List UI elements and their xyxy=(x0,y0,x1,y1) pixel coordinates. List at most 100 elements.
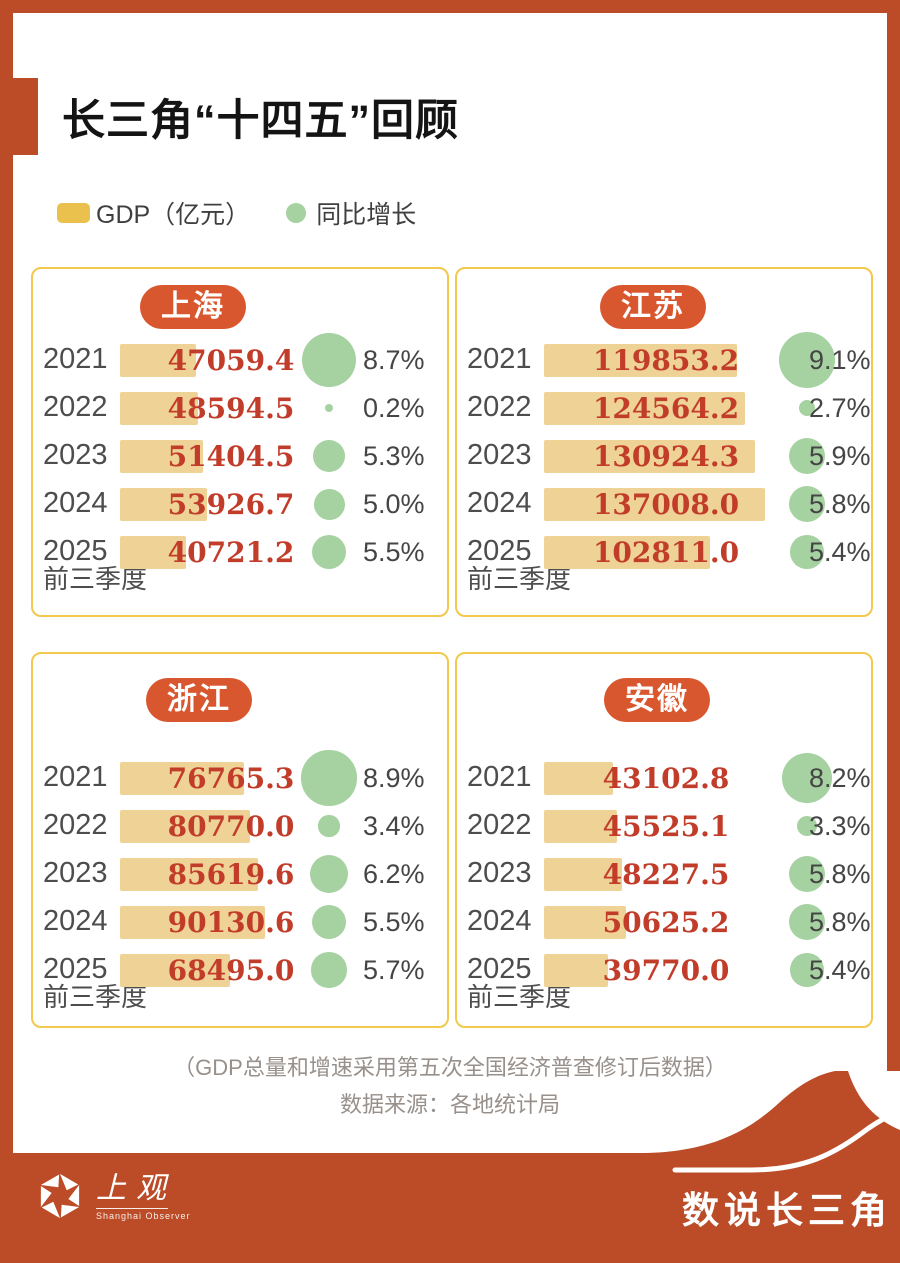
legend: GDP（亿元） 同比增长 xyxy=(57,198,416,229)
growth-percent-label: 5.8% xyxy=(809,489,871,519)
quarter-note-label: 前三季度 xyxy=(43,982,148,1012)
year-label: 2024 xyxy=(467,487,532,519)
growth-bubble xyxy=(302,333,356,387)
gdp-value-label: 90130.6 xyxy=(167,906,295,939)
growth-bubble xyxy=(796,815,818,837)
gdp-bar xyxy=(120,762,244,795)
growth-bubble xyxy=(788,437,826,475)
gdp-bar xyxy=(544,392,745,425)
growth-percent-label: 3.4% xyxy=(363,811,425,841)
year-label: 2025 xyxy=(467,535,532,567)
gdp-bar xyxy=(120,954,230,987)
gdp-value-label: 48227.5 xyxy=(602,858,730,891)
year-label: 2022 xyxy=(43,809,108,841)
year-label: 2021 xyxy=(467,343,532,375)
gdp-value-label: 124564.2 xyxy=(592,392,740,425)
year-label: 2021 xyxy=(43,343,108,375)
aperture-hexagon-icon xyxy=(40,1173,80,1219)
gdp-value-label: 76765.3 xyxy=(167,762,295,795)
footnote-methodology: （GDP总量和增速采用第五次全国经济普查修订后数据） xyxy=(173,1055,727,1080)
province-badge: 江苏 xyxy=(600,285,706,329)
gdp-value-label: 51404.5 xyxy=(167,440,295,473)
gdp-bar xyxy=(544,762,613,795)
gdp-bar xyxy=(120,440,203,473)
province-panel: 安徽 2021 43102.8 8.2% 2022 45525.1 3.3% 2023 482… xyxy=(455,652,873,1028)
page-title: 长三角“十四五”回顾 xyxy=(62,97,459,145)
gdp-bar xyxy=(120,488,207,521)
year-label: 2024 xyxy=(43,487,108,519)
logo-text-block: 上观 Shanghai Observer xyxy=(96,1172,191,1221)
growth-percent-label: 8.2% xyxy=(809,763,871,793)
gdp-bar xyxy=(120,858,258,891)
gdp-value-label: 137008.0 xyxy=(592,488,740,521)
year-label: 2022 xyxy=(43,391,108,423)
frame-left-bar xyxy=(0,0,13,1263)
gdp-value-label: 43102.8 xyxy=(602,762,730,795)
growth-bubble xyxy=(790,953,824,987)
gdp-legend-swatch xyxy=(57,203,90,223)
gdp-bar xyxy=(544,858,622,891)
growth-percent-label: 8.9% xyxy=(363,763,425,793)
year-label: 2021 xyxy=(43,761,108,793)
gdp-value-label: 102811.0 xyxy=(592,536,740,569)
gdp-bar xyxy=(120,906,265,939)
gdp-bar xyxy=(120,344,196,377)
logo-english-name: Shanghai Observer xyxy=(96,1211,191,1221)
year-label: 2025 xyxy=(43,535,108,567)
growth-bubble xyxy=(318,815,340,837)
year-label: 2025 xyxy=(43,953,108,985)
year-label: 2024 xyxy=(43,905,108,937)
growth-percent-label: 6.2% xyxy=(363,859,425,889)
year-label: 2022 xyxy=(467,809,532,841)
quarter-note-label: 前三季度 xyxy=(467,982,572,1012)
year-label: 2023 xyxy=(467,439,532,471)
gdp-bar xyxy=(544,536,710,569)
footnote-source: 数据来源：各地统计局 xyxy=(339,1092,560,1117)
gdp-value-label: 47059.4 xyxy=(167,344,295,377)
gdp-value-label: 85619.6 xyxy=(167,858,295,891)
logo-chinese-name: 上观 xyxy=(96,1171,176,1206)
growth-bubble xyxy=(312,439,346,473)
growth-legend-dot-icon xyxy=(286,203,307,223)
year-label: 2023 xyxy=(467,857,532,889)
growth-percent-label: 5.5% xyxy=(363,537,425,567)
gdp-bar xyxy=(544,488,765,521)
growth-bubble xyxy=(313,488,345,520)
growth-percent-label: 5.4% xyxy=(809,955,871,985)
growth-bubble xyxy=(311,534,347,570)
gdp-bar xyxy=(544,954,608,987)
quarter-note-label: 前三季度 xyxy=(43,564,148,594)
province-badge: 上海 xyxy=(140,285,246,329)
gdp-value-label: 68495.0 xyxy=(167,954,295,987)
gdp-bar xyxy=(120,810,250,843)
footer-swoosh-decoration xyxy=(600,1071,900,1263)
gdp-bar xyxy=(120,536,186,569)
growth-percent-label: 5.4% xyxy=(809,537,871,567)
year-label: 2025 xyxy=(467,953,532,985)
growth-bubble xyxy=(789,904,825,940)
gdp-value-label: 39770.0 xyxy=(602,954,730,987)
year-label: 2023 xyxy=(43,439,108,471)
growth-bubble xyxy=(301,750,357,806)
gdp-value-label: 130924.3 xyxy=(592,440,740,473)
growth-percent-label: 5.7% xyxy=(363,955,425,985)
series-title: 数说长三角 xyxy=(682,1188,892,1232)
quarter-note-label: 前三季度 xyxy=(467,564,572,594)
growth-percent-label: 5.8% xyxy=(809,907,871,937)
gdp-bar xyxy=(544,810,617,843)
frame-right-bar xyxy=(887,0,900,1263)
province-panel: 浙江 2021 76765.3 8.9% 2022 80770.0 3.4% 2023 856… xyxy=(31,652,449,1028)
growth-percent-label: 5.5% xyxy=(363,907,425,937)
province-panel: 上海 2021 47059.4 8.7% 2022 48594.5 0.2% 2023 514… xyxy=(31,267,449,617)
growth-bubble xyxy=(311,952,347,988)
growth-percent-label: 9.1% xyxy=(809,345,871,375)
growth-percent-label: 3.3% xyxy=(809,811,871,841)
growth-bubble xyxy=(778,331,836,389)
province-panel: 江苏 2021 119853.2 9.1% 2022 124564.2 2.7% 2023 1… xyxy=(455,267,873,617)
gdp-bar xyxy=(544,344,737,377)
year-label: 2022 xyxy=(467,391,532,423)
province-badge: 安徽 xyxy=(604,678,710,722)
growth-bubble xyxy=(781,752,833,804)
gdp-bar xyxy=(544,440,755,473)
frame-top-bar xyxy=(0,0,900,13)
